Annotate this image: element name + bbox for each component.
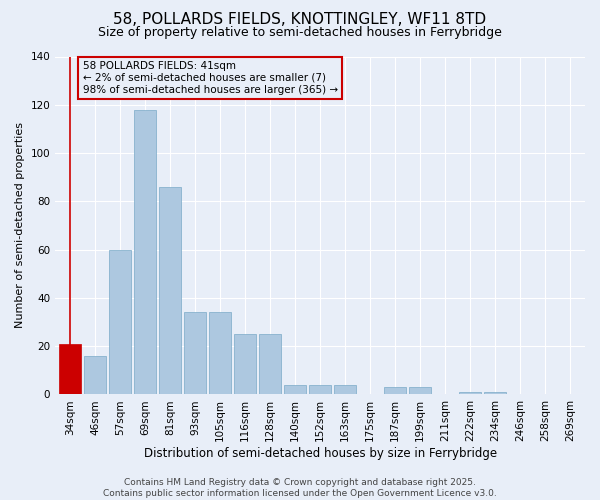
Text: 58, POLLARDS FIELDS, KNOTTINGLEY, WF11 8TD: 58, POLLARDS FIELDS, KNOTTINGLEY, WF11 8…	[113, 12, 487, 28]
Bar	[384, 387, 406, 394]
Bar	[309, 385, 331, 394]
Bar	[259, 334, 281, 394]
Bar	[59, 344, 82, 395]
Bar	[84, 356, 106, 395]
Text: Size of property relative to semi-detached houses in Ferrybridge: Size of property relative to semi-detach…	[98, 26, 502, 39]
Bar	[184, 312, 206, 394]
Bar	[459, 392, 481, 394]
Bar	[409, 387, 431, 394]
Bar	[234, 334, 256, 394]
Bar	[159, 187, 181, 394]
Bar	[334, 385, 356, 394]
X-axis label: Distribution of semi-detached houses by size in Ferrybridge: Distribution of semi-detached houses by …	[143, 447, 497, 460]
Bar	[484, 392, 506, 394]
Bar	[109, 250, 131, 394]
Y-axis label: Number of semi-detached properties: Number of semi-detached properties	[15, 122, 25, 328]
Bar	[209, 312, 232, 394]
Bar	[134, 110, 157, 395]
Bar	[284, 385, 307, 394]
Text: Contains HM Land Registry data © Crown copyright and database right 2025.
Contai: Contains HM Land Registry data © Crown c…	[103, 478, 497, 498]
Text: 58 POLLARDS FIELDS: 41sqm
← 2% of semi-detached houses are smaller (7)
98% of se: 58 POLLARDS FIELDS: 41sqm ← 2% of semi-d…	[83, 62, 338, 94]
